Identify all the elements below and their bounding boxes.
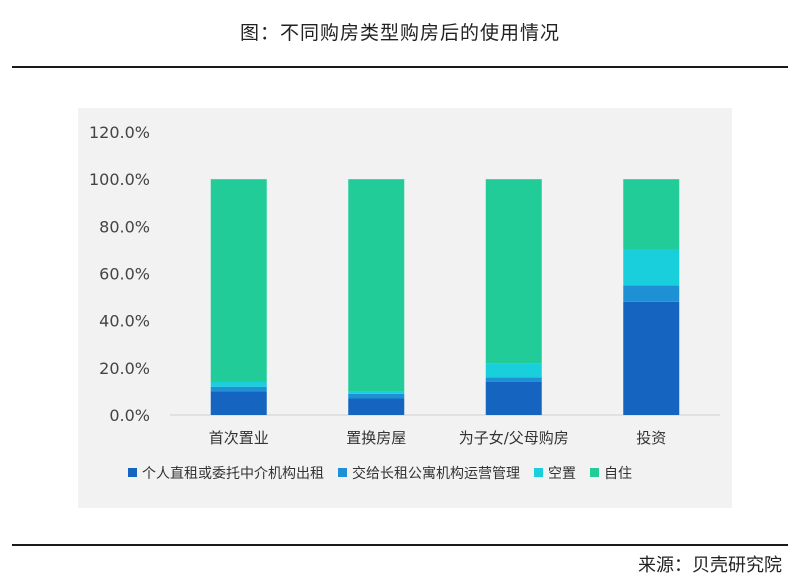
legend-label: 个人直租或委托中介机构出租 <box>142 465 324 482</box>
bar-segment-3 <box>485 363 542 378</box>
bar-segment-1 <box>210 391 267 415</box>
top-rule <box>12 66 788 68</box>
bar-segment-3 <box>210 381 267 387</box>
y-tick-label: 60.0% <box>99 265 150 284</box>
x-tick-label: 首次置业 <box>209 429 269 447</box>
legend-swatch <box>534 468 543 477</box>
chart-title: 图：不同购房类型购房后的使用情况 <box>239 22 560 44</box>
y-tick-label: 120.0% <box>89 123 150 142</box>
x-tick-label: 投资 <box>636 429 666 447</box>
bar-segment-3 <box>623 249 680 286</box>
legend-label: 空置 <box>548 466 576 482</box>
bar-segment-4 <box>623 179 680 250</box>
bar-segment-2 <box>623 285 680 302</box>
bar-segment-3 <box>348 391 405 394</box>
y-tick-label: 20.0% <box>99 359 150 378</box>
source-note: 来源：贝壳研究院 <box>638 555 782 576</box>
legend-swatch <box>338 468 347 477</box>
bar-segment-4 <box>210 179 267 382</box>
y-tick-label: 0.0% <box>109 406 150 425</box>
bar-segment-2 <box>348 393 405 399</box>
legend-swatch <box>128 468 137 477</box>
x-tick-label: 为子女/父母购房 <box>459 429 569 447</box>
bottom-rule <box>12 544 788 546</box>
bar-segment-4 <box>348 179 405 392</box>
bar-segment-1 <box>348 398 405 415</box>
bar-segment-1 <box>485 381 542 415</box>
bar-segment-2 <box>210 386 267 392</box>
bar-segment-4 <box>485 179 542 364</box>
x-tick-label: 置换房屋 <box>346 429 406 447</box>
legend-label: 自住 <box>604 466 632 482</box>
y-tick-label: 100.0% <box>89 170 150 189</box>
legend-swatch <box>590 468 599 477</box>
chart-panel <box>78 108 732 508</box>
bar-segment-1 <box>623 301 680 415</box>
y-tick-label: 40.0% <box>99 312 150 331</box>
y-tick-label: 80.0% <box>99 217 150 236</box>
legend-label: 交给长租公寓机构运营管理 <box>352 465 520 482</box>
bar-segment-2 <box>485 377 542 382</box>
